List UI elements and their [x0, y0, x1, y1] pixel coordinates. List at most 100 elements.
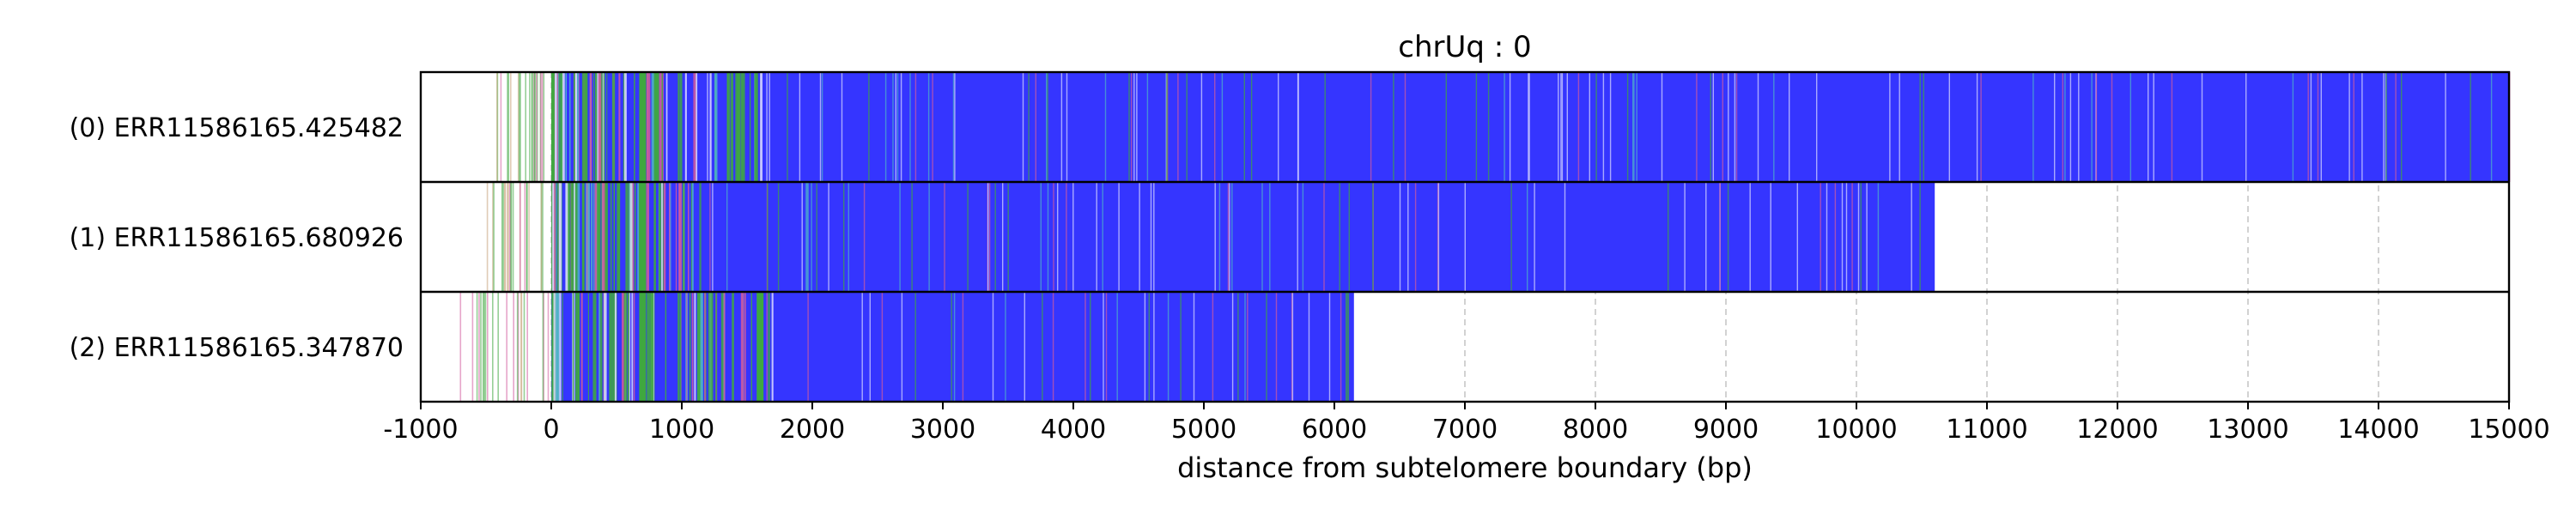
track-stripe — [659, 182, 662, 292]
track-stripe — [1437, 182, 1439, 292]
track-stripe — [1487, 72, 1490, 182]
track-stripe — [766, 72, 768, 182]
track-stripe — [555, 72, 558, 182]
track-stripe — [516, 292, 519, 402]
track-stripe — [1948, 72, 1950, 182]
track-stripe — [531, 72, 533, 182]
track-stripe — [565, 182, 568, 292]
track-stripe — [592, 292, 596, 402]
track-stripe — [767, 182, 769, 292]
track-stripe — [507, 72, 508, 182]
track-stripe — [909, 72, 911, 182]
track-stripe — [1040, 182, 1042, 292]
track-stripe — [669, 182, 671, 292]
track-stripe — [2245, 72, 2247, 182]
track-stripe — [1475, 72, 1478, 182]
track-stripe — [577, 292, 580, 402]
track-stripe — [1237, 292, 1239, 402]
track-stripe — [634, 72, 635, 182]
track-stripe — [1595, 72, 1597, 182]
track-stripe — [1024, 292, 1025, 402]
track-stripe — [648, 292, 652, 402]
track-stripe — [551, 182, 555, 292]
read-track — [496, 72, 2511, 182]
track-stripe — [614, 292, 617, 402]
track-stripe — [691, 292, 694, 402]
track-stripe — [1297, 72, 1299, 182]
track-stripe — [478, 292, 480, 402]
track-stripe — [603, 72, 605, 182]
track-stripe — [1180, 292, 1182, 402]
track-stripe — [493, 182, 495, 292]
track-stripe — [1464, 182, 1466, 292]
track-stripe — [568, 182, 570, 292]
track-stripe — [1826, 182, 1828, 292]
track-stripe — [841, 72, 843, 182]
track-stripe — [1057, 182, 1059, 292]
track-stripe — [967, 182, 969, 292]
track-stripe — [633, 292, 635, 402]
track-stripe — [1153, 292, 1155, 402]
track-stripe — [570, 182, 574, 292]
track-stripe — [1148, 292, 1150, 402]
track-stripe — [1696, 72, 1698, 182]
track-stripe — [556, 72, 559, 182]
track-stripe — [677, 292, 680, 402]
track-stripe — [1923, 72, 1924, 182]
track-stripe — [954, 72, 956, 182]
track-stripe — [605, 182, 608, 292]
track-stripe — [1722, 72, 1723, 182]
track-stripe — [805, 182, 807, 292]
track-stripe — [496, 72, 498, 182]
x-tick-label: 13000 — [2207, 415, 2288, 445]
track-stripe — [819, 72, 822, 182]
track-stripe — [1247, 292, 1249, 402]
track-stripe — [517, 72, 519, 182]
track-stripe — [534, 72, 537, 182]
track-green-mark — [639, 292, 647, 402]
track-stripe — [507, 182, 508, 292]
track-stripe — [726, 72, 729, 182]
track-stripe — [1250, 72, 1253, 182]
track-stripe — [1564, 182, 1566, 292]
track-stripe — [580, 292, 583, 402]
track-stripe — [665, 292, 667, 402]
track-stripe — [553, 72, 555, 182]
track-stripe — [540, 72, 542, 182]
track-stripe — [574, 72, 577, 182]
track-stripe — [1527, 182, 1528, 292]
track-stripe — [760, 72, 762, 182]
track-stripe — [709, 72, 712, 182]
track-stripe — [735, 72, 738, 182]
track-stripe — [2361, 72, 2363, 182]
track-stripe — [629, 182, 630, 292]
track-stripe — [927, 72, 930, 182]
track-stripe — [598, 182, 601, 292]
track-stripe — [594, 182, 598, 292]
track-stripe — [1002, 182, 1004, 292]
track-stripe — [754, 72, 756, 182]
read-label: (2) ERR11586165.347870 — [70, 333, 404, 363]
track-stripe — [584, 72, 587, 182]
track-stripe — [1166, 72, 1169, 182]
track-stripe — [1414, 182, 1417, 292]
track-stripe — [899, 182, 901, 292]
track-fill — [551, 292, 1354, 402]
track-stripe — [577, 72, 579, 182]
track-stripe — [700, 292, 702, 402]
track-stripe — [1131, 72, 1133, 182]
track-stripe — [799, 72, 801, 182]
track-stripe — [617, 182, 619, 292]
track-stripe — [653, 182, 656, 292]
track-stripe — [476, 292, 478, 402]
track-stripe — [700, 182, 702, 292]
track-stripe — [1231, 182, 1233, 292]
track-stripe — [536, 72, 538, 182]
track-stripe — [828, 182, 829, 292]
read-track — [459, 292, 1354, 402]
track-stripe — [543, 292, 544, 402]
track-stripe — [484, 292, 487, 402]
track-stripe — [2095, 72, 2098, 182]
track-stripe — [561, 72, 563, 182]
track-stripe — [900, 72, 902, 182]
